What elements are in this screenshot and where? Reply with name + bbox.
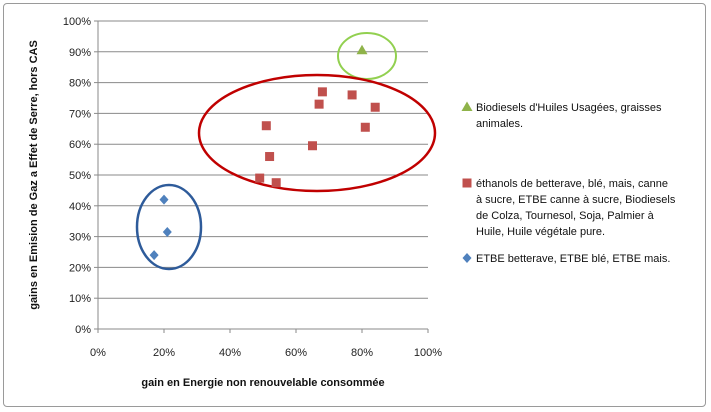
cluster-ellipse xyxy=(337,32,397,80)
data-point-square xyxy=(314,99,324,109)
x-tick-label: 60% xyxy=(285,347,307,359)
y-tick-label: 90% xyxy=(69,47,91,59)
data-point-triangle xyxy=(356,44,368,55)
legend-marker-triangle xyxy=(461,101,473,111)
data-point-square xyxy=(347,90,357,100)
cluster-ellipse xyxy=(135,183,203,271)
data-point-square xyxy=(261,121,271,131)
legend-marker-square xyxy=(462,178,472,188)
y-tick-label: 80% xyxy=(69,78,91,90)
data-point-square xyxy=(265,152,275,162)
data-point-diamond xyxy=(149,250,159,261)
legend-entry-text: à sucre, ETBE canne à sucre, Biodiesels xyxy=(476,194,676,206)
gridlines xyxy=(98,20,428,299)
legend-entry-text: de Colza, Tournesol, Soja, Palmier à xyxy=(476,210,655,222)
y-tick-label: 30% xyxy=(69,232,91,244)
x-tick-label: 80% xyxy=(351,347,373,359)
data-point-square xyxy=(317,87,327,97)
y-tick-label: 10% xyxy=(69,293,91,305)
y-tick-label: 40% xyxy=(69,201,91,213)
x-axis-title: gain en Energie non renouvelable consomm… xyxy=(141,377,384,389)
data-point-square xyxy=(360,122,370,132)
legend: Biodiesels d'Huiles Usagées, graisses ani… xyxy=(461,101,676,265)
legend-entry-text: animales. xyxy=(476,118,523,130)
x-tick-label: 0% xyxy=(90,347,106,359)
cluster-ellipses xyxy=(135,32,437,271)
legend-entry-text: Huile, Huile végétale pure. xyxy=(476,226,605,238)
y-tick-label: 70% xyxy=(69,108,91,120)
x-tick-labels: 0% 20% 40% 60% 80% 100% xyxy=(90,347,442,359)
y-tick-label: 20% xyxy=(69,262,91,274)
legend-marker-diamond xyxy=(462,253,472,263)
cluster-ellipse xyxy=(197,73,437,193)
x-tick-label: 100% xyxy=(414,347,442,359)
chart-frame xyxy=(3,3,706,407)
legend-entry-text: ETBE betterave, ETBE blé, ETBE mais. xyxy=(476,253,670,265)
data-point-square xyxy=(255,173,265,183)
y-axis-title: gains en Emision de Gaz a Effet de Serre… xyxy=(28,40,40,310)
data-point-square xyxy=(370,102,380,112)
axes xyxy=(94,20,429,333)
y-tick-label: 50% xyxy=(69,170,91,182)
data-point-diamond xyxy=(162,226,172,237)
x-tick-label: 40% xyxy=(219,347,241,359)
y-tick-label: 60% xyxy=(69,139,91,151)
data-points xyxy=(149,44,380,261)
data-point-square xyxy=(308,141,317,151)
y-tick-labels: 0% 10% 20% 30% 40% 50% 60% 70% 80% 90% 100% xyxy=(63,16,91,336)
y-tick-label: 0% xyxy=(75,324,91,336)
x-tick-label: 20% xyxy=(153,347,175,359)
legend-entry-text: Biodiesels d'Huiles Usagées, graisses xyxy=(476,102,662,114)
data-point-diamond xyxy=(159,194,169,205)
legend-entry-text: éthanols de betterave, blé, mais, canne xyxy=(476,178,668,190)
y-tick-label: 100% xyxy=(63,16,91,28)
data-point-square xyxy=(271,178,281,188)
